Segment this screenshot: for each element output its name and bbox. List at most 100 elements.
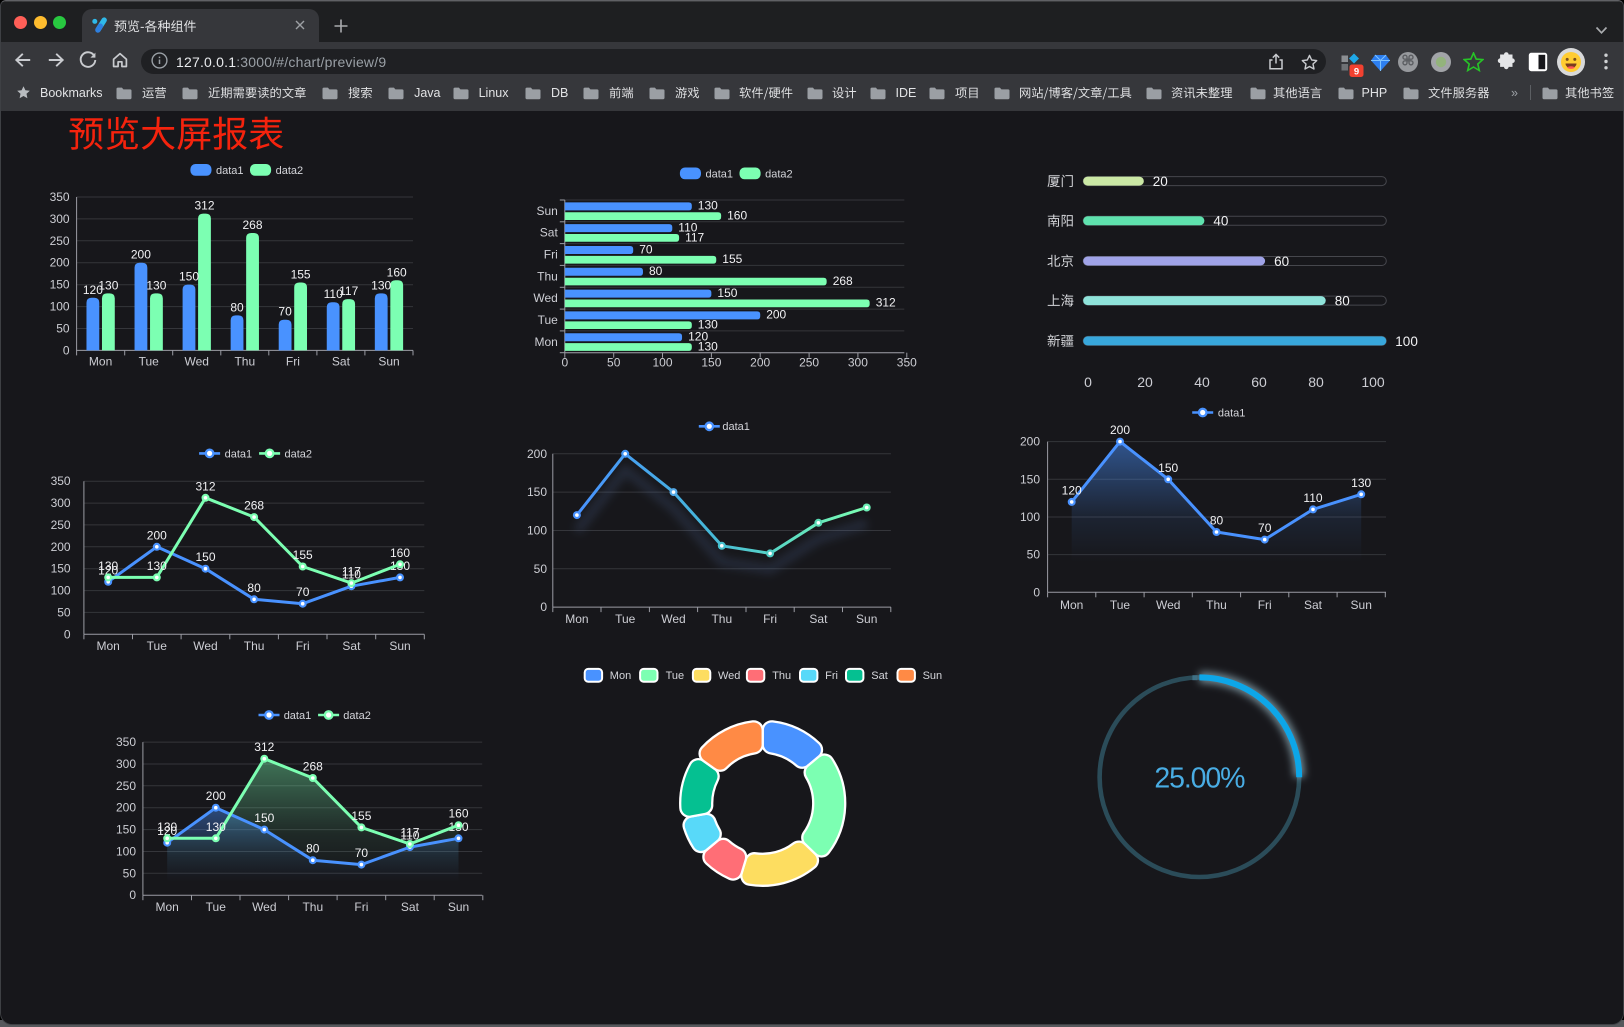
svg-text:120: 120 bbox=[688, 330, 708, 344]
svg-text:150: 150 bbox=[527, 485, 547, 499]
svg-text:Fri: Fri bbox=[286, 355, 300, 369]
svg-text:data2: data2 bbox=[343, 710, 371, 722]
svg-text:130: 130 bbox=[98, 559, 118, 573]
svg-text:130: 130 bbox=[98, 279, 118, 293]
svg-text:110: 110 bbox=[400, 829, 419, 843]
svg-text:200: 200 bbox=[1020, 435, 1040, 449]
svg-text:130: 130 bbox=[371, 279, 391, 293]
svg-text:80: 80 bbox=[230, 301, 244, 315]
svg-text:Tue: Tue bbox=[139, 355, 160, 369]
svg-text:Thu: Thu bbox=[244, 639, 265, 653]
svg-text:Wed: Wed bbox=[718, 671, 740, 683]
svg-text:Fri: Fri bbox=[763, 612, 777, 626]
svg-text:200: 200 bbox=[206, 790, 226, 804]
svg-text:70: 70 bbox=[355, 846, 369, 860]
svg-text:50: 50 bbox=[1027, 548, 1041, 562]
svg-text:312: 312 bbox=[254, 741, 274, 755]
svg-text:Sat: Sat bbox=[809, 612, 828, 626]
svg-text:350: 350 bbox=[50, 190, 70, 204]
svg-text:117: 117 bbox=[339, 284, 358, 298]
svg-text:120: 120 bbox=[98, 564, 118, 578]
svg-text:50: 50 bbox=[534, 562, 548, 576]
svg-text:100: 100 bbox=[1361, 375, 1385, 391]
svg-text:130: 130 bbox=[147, 559, 167, 573]
svg-text:Mon: Mon bbox=[89, 355, 112, 369]
svg-text:Sun: Sun bbox=[856, 612, 877, 626]
svg-text:250: 250 bbox=[116, 779, 136, 793]
svg-text:data1: data1 bbox=[1218, 408, 1246, 420]
svg-text:150: 150 bbox=[1158, 461, 1178, 475]
svg-text:data2: data2 bbox=[765, 169, 793, 181]
svg-text:Mon: Mon bbox=[610, 671, 631, 683]
svg-text:350: 350 bbox=[897, 356, 917, 370]
svg-text:70: 70 bbox=[278, 305, 292, 319]
svg-text:Tue: Tue bbox=[615, 612, 636, 626]
svg-text:300: 300 bbox=[51, 496, 71, 510]
svg-text:130: 130 bbox=[698, 318, 718, 332]
svg-text:70: 70 bbox=[1258, 521, 1272, 535]
svg-text:155: 155 bbox=[351, 809, 371, 823]
svg-text:data1: data1 bbox=[706, 169, 734, 181]
svg-text:200: 200 bbox=[131, 248, 151, 262]
svg-text:150: 150 bbox=[51, 562, 71, 576]
svg-text:Tue: Tue bbox=[538, 313, 559, 327]
svg-text:Sat: Sat bbox=[342, 639, 361, 653]
svg-text:Sat: Sat bbox=[1304, 598, 1323, 612]
svg-text:Mon: Mon bbox=[565, 612, 588, 626]
svg-text:Wed: Wed bbox=[533, 292, 557, 306]
svg-text:Mon: Mon bbox=[97, 639, 120, 653]
svg-text:Sat: Sat bbox=[871, 671, 888, 683]
svg-text:Tue: Tue bbox=[1110, 598, 1131, 612]
svg-text:117: 117 bbox=[400, 826, 419, 840]
svg-text:350: 350 bbox=[116, 735, 136, 749]
svg-text:Tue: Tue bbox=[666, 671, 685, 683]
svg-text:Mon: Mon bbox=[534, 335, 557, 349]
svg-text:200: 200 bbox=[527, 447, 547, 461]
svg-text:0: 0 bbox=[1084, 375, 1092, 391]
svg-text:data1: data1 bbox=[284, 710, 312, 722]
svg-text:200: 200 bbox=[766, 308, 786, 322]
svg-text:110: 110 bbox=[1303, 491, 1322, 505]
svg-text:40: 40 bbox=[1194, 375, 1210, 391]
svg-text:Wed: Wed bbox=[1156, 598, 1180, 612]
svg-text:70: 70 bbox=[296, 586, 310, 600]
svg-text:250: 250 bbox=[51, 518, 71, 532]
svg-text:Thu: Thu bbox=[537, 270, 558, 284]
svg-text:155: 155 bbox=[291, 268, 311, 282]
svg-text:150: 150 bbox=[195, 551, 215, 565]
svg-text:110: 110 bbox=[678, 221, 697, 235]
svg-text:50: 50 bbox=[57, 606, 71, 620]
svg-text:268: 268 bbox=[303, 760, 323, 774]
svg-text:40: 40 bbox=[1213, 214, 1228, 229]
svg-text:60: 60 bbox=[1274, 254, 1289, 269]
svg-text:Sun: Sun bbox=[536, 204, 557, 218]
svg-text:80: 80 bbox=[649, 264, 663, 278]
svg-text:160: 160 bbox=[448, 807, 468, 821]
svg-text:100: 100 bbox=[1020, 510, 1040, 524]
svg-text:data1: data1 bbox=[225, 449, 253, 461]
svg-text:data1: data1 bbox=[216, 165, 244, 177]
svg-text:130: 130 bbox=[1351, 476, 1371, 490]
svg-text:data2: data2 bbox=[285, 449, 313, 461]
svg-text:0: 0 bbox=[540, 600, 547, 614]
svg-text:50: 50 bbox=[56, 322, 70, 336]
svg-text:Fri: Fri bbox=[354, 900, 368, 914]
svg-text:250: 250 bbox=[50, 234, 70, 248]
svg-text:25.00%: 25.00% bbox=[1154, 763, 1245, 795]
svg-text:117: 117 bbox=[342, 565, 361, 579]
svg-text:160: 160 bbox=[387, 266, 407, 280]
svg-text:80: 80 bbox=[1335, 294, 1350, 309]
svg-text:200: 200 bbox=[116, 801, 136, 815]
svg-text:Fri: Fri bbox=[825, 671, 838, 683]
svg-text:20: 20 bbox=[1137, 375, 1153, 391]
svg-text:268: 268 bbox=[833, 274, 853, 288]
svg-text:200: 200 bbox=[1110, 423, 1130, 437]
svg-text:150: 150 bbox=[717, 286, 737, 300]
svg-text:Sun: Sun bbox=[448, 900, 469, 914]
svg-text:120: 120 bbox=[157, 825, 177, 839]
svg-text:Thu: Thu bbox=[302, 900, 323, 914]
svg-text:50: 50 bbox=[607, 356, 621, 370]
svg-text:130: 130 bbox=[157, 820, 177, 834]
svg-text:80: 80 bbox=[1308, 375, 1324, 391]
svg-text:Tue: Tue bbox=[206, 900, 227, 914]
